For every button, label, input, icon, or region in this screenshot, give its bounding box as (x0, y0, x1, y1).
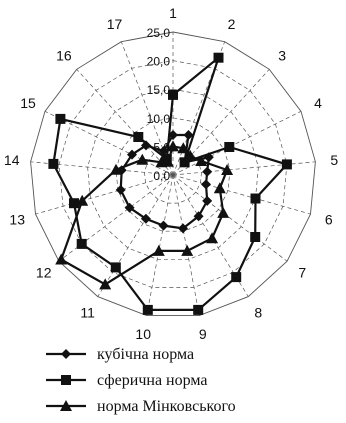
grid-spoke (173, 162, 315, 175)
series-triangle (55, 140, 233, 289)
data-point-square (111, 262, 121, 272)
legend-marker-square (61, 375, 71, 385)
spoke-label: 11 (80, 305, 95, 321)
data-point-square (48, 159, 58, 169)
spoke-label: 8 (254, 305, 262, 321)
data-point-square (143, 305, 153, 315)
spoke-label: 16 (56, 47, 72, 63)
spoke-label: 9 (199, 326, 207, 342)
spoke-label: 15 (20, 95, 36, 111)
radar-series (48, 53, 292, 315)
data-point-square (282, 159, 292, 169)
data-point-diamond (116, 185, 126, 195)
tick-label: 25,0 (147, 26, 171, 40)
spoke-label: 14 (4, 152, 20, 168)
grid-spoke (173, 111, 301, 175)
spoke-label: 3 (278, 47, 286, 63)
tick-label: 0,0 (153, 169, 170, 183)
spoke-label: 17 (107, 16, 123, 32)
data-point-diamond (202, 167, 212, 177)
data-point-triangle (217, 207, 229, 218)
data-point-square (69, 198, 79, 208)
legend-label: сферична норма (97, 372, 207, 389)
chart-legend: кубічна норма сферична норма норма Мінковс… (46, 346, 236, 415)
spoke-label: 7 (298, 265, 306, 281)
data-point-square (214, 53, 224, 63)
spoke-label: 2 (228, 16, 236, 32)
data-point-diamond (202, 196, 212, 206)
data-point-diamond (201, 179, 211, 189)
legend-marker-diamond (61, 349, 71, 359)
data-point-square (224, 142, 234, 152)
data-point-square (250, 232, 260, 242)
data-point-square (55, 114, 65, 124)
tick-label: 15,0 (147, 83, 171, 97)
data-point-triangle (55, 254, 67, 265)
spoke-label: 1 (169, 5, 177, 21)
spoke-label: 5 (330, 152, 338, 168)
data-point-diamond (159, 221, 169, 231)
legend-label: кубічна норма (97, 346, 194, 363)
tick-label: 10,0 (147, 112, 171, 126)
legend-item: сферична норма (46, 372, 207, 389)
data-point-square (133, 132, 143, 142)
radar-grid (31, 32, 316, 316)
spoke-label: 13 (9, 211, 25, 227)
spoke-label: 6 (325, 211, 333, 227)
spoke-label: 10 (135, 326, 151, 342)
data-point-triangle (99, 278, 111, 289)
data-point-square (168, 90, 178, 100)
spoke-label: 12 (36, 265, 52, 281)
series-square (48, 53, 292, 315)
legend-item: кубічна норма (46, 346, 194, 363)
tick-label: 20,0 (147, 55, 171, 69)
data-point-square (193, 305, 203, 315)
spoke-label: 4 (314, 95, 322, 111)
legend-label: норма Мінковського (97, 398, 236, 415)
data-point-square (77, 239, 87, 249)
data-point-triangle (206, 232, 218, 243)
data-point-square (251, 194, 261, 204)
legend-item: норма Мінковського (46, 398, 236, 415)
data-point-square (231, 272, 241, 282)
data-point-triangle (214, 182, 226, 193)
